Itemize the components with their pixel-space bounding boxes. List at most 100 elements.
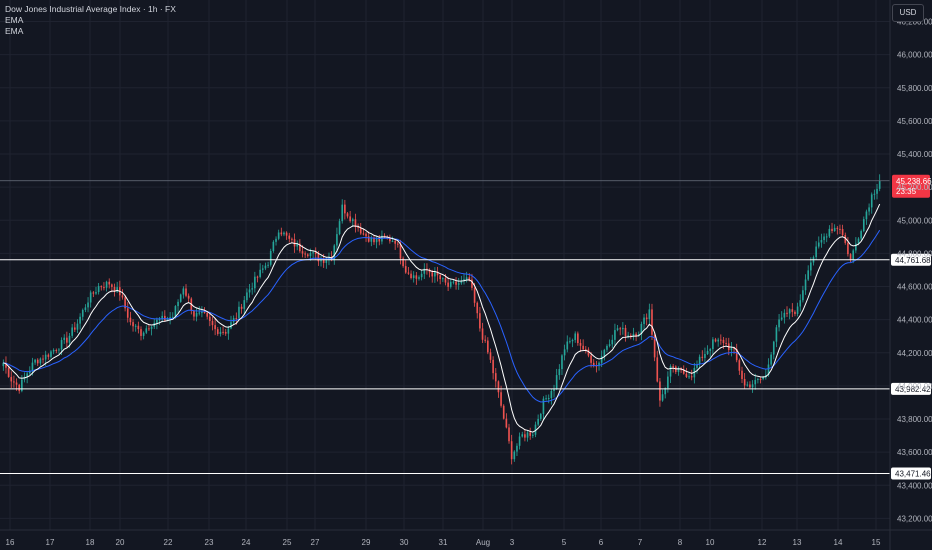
candle [275,236,277,246]
candle-body [632,333,635,337]
candle-body [156,319,158,323]
candle [603,348,606,361]
candle-body [481,328,484,340]
candle [489,348,492,364]
candle [804,274,807,295]
candle-body [749,384,751,388]
candle [759,377,762,384]
ema-legend-2[interactable]: EMA [5,26,24,36]
candle-body [359,227,362,234]
candle [542,396,545,421]
candle-body [746,384,749,386]
candle [712,337,714,355]
y-tick-label: 44,200.00 [897,349,932,358]
currency-button[interactable]: USD [892,4,924,22]
ema-lines [3,203,881,433]
candle-body [410,273,412,279]
candle [132,319,134,332]
candle-body [704,354,706,358]
candle-body [404,266,407,273]
candle [227,325,230,340]
candle [39,357,42,366]
candle-body [259,269,261,277]
candle-body [60,340,63,350]
candle-body [389,237,391,242]
candle-body [550,390,553,399]
candle [584,346,587,354]
candle-body [767,364,770,376]
candle [182,286,185,299]
candle-body [828,228,831,237]
ema-legend-1[interactable]: EMA [5,15,24,25]
level-label-bg [891,253,931,266]
candle-body [269,250,272,265]
candle [137,321,140,334]
ema-fast-line [3,203,881,433]
candle-body [659,381,661,401]
y-tick-label: 46,000.00 [897,51,932,60]
candle-body [542,398,545,414]
candle [807,265,810,282]
x-tick-label: 29 [362,538,371,547]
candle-body [510,441,513,460]
candle [513,450,516,462]
candle [645,313,648,326]
candle-body [306,254,309,257]
candle [479,307,481,332]
candle-body [299,243,301,252]
candle-body [794,311,796,314]
current-price-label: 45,238.66 [896,177,932,186]
candle-body [354,219,357,228]
candle-body [622,327,624,330]
candle [878,174,881,192]
candle-body [248,289,251,293]
candle-body [293,239,296,247]
candle-body [434,271,436,277]
candle-body [407,272,410,274]
symbol-title[interactable]: Dow Jones Industrial Average Index · 1h … [5,4,176,14]
candle [42,354,44,364]
x-tick-label: 3 [510,538,515,547]
candle-body [460,280,463,284]
candle-body [195,312,198,317]
candle [870,192,873,214]
candle [775,324,778,348]
candle-body [487,340,489,353]
candle-body [566,341,569,350]
candle [394,238,396,250]
candle-body [457,283,460,285]
candle [772,340,775,360]
candle [92,291,95,298]
candle-body [518,436,521,446]
candle [780,311,783,321]
candle-body [505,418,508,428]
candle [113,283,116,297]
candle-body [68,335,71,343]
candle [706,345,709,356]
time-axis[interactable]: 16 17 18 20 22 23 24 25 27 29 30 31 Aug 3 5 6 7 8 10 12 13 14… [0,529,932,547]
candle-body [277,232,280,239]
candle [802,285,804,303]
candle-body [706,350,709,355]
candle [418,275,420,281]
candle-body [772,341,775,355]
candle [865,209,868,225]
price-axis[interactable]: 46,200.00 46,000.00 45,800.00 45,600.00 45,4… [889,0,932,550]
candle-body [137,325,140,330]
candle-body [227,328,230,334]
candle-body [169,317,171,319]
candle-body [243,300,246,309]
candle-body [825,236,828,238]
candle [365,232,367,242]
candle [129,311,132,326]
candle [786,306,788,317]
candle [555,368,558,391]
candle [839,224,841,234]
countdown-label: 23:35 [896,187,917,196]
candle-body [280,232,283,235]
candle [177,299,179,313]
candle [391,236,394,243]
